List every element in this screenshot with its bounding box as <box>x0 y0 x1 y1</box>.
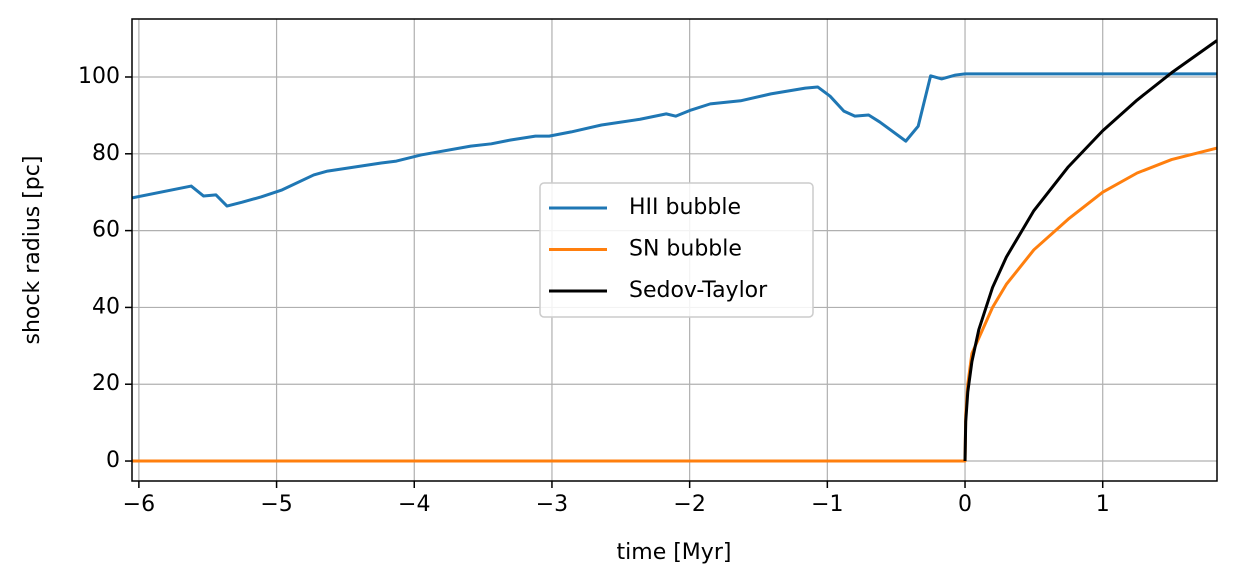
y-tick-label: 80 <box>92 141 120 166</box>
legend-label: Sedov-Taylor <box>629 278 768 303</box>
x-tick-label: 1 <box>1096 492 1110 517</box>
series-line <box>132 72 1217 208</box>
y-tick-label: 20 <box>92 371 120 396</box>
y-tick-label: 0 <box>106 448 120 473</box>
plot-frame <box>131 18 1218 482</box>
x-tick-label: −4 <box>398 492 430 517</box>
series-line <box>963 39 1217 462</box>
x-tick-label: −2 <box>673 492 705 517</box>
legend-label: SN bubble <box>629 237 742 262</box>
legend-box <box>539 182 814 318</box>
y-tick-label: 40 <box>92 294 120 319</box>
x-tick-label: −3 <box>536 492 568 517</box>
x-tick-label: −1 <box>811 492 843 517</box>
legend-label: HII bubble <box>629 195 741 220</box>
x-tick-label: 0 <box>958 492 972 517</box>
y-tick-label: 100 <box>78 64 120 89</box>
x-axis-label: time [Myr] <box>617 540 732 565</box>
x-tick-label: −6 <box>123 492 155 517</box>
x-tick-label: −5 <box>260 492 292 517</box>
legend: HII bubble SN bubble Sedov-Taylor <box>539 182 814 318</box>
y-tick-label: 60 <box>92 218 120 243</box>
y-axis-label: shock radius [pc] <box>20 156 45 345</box>
